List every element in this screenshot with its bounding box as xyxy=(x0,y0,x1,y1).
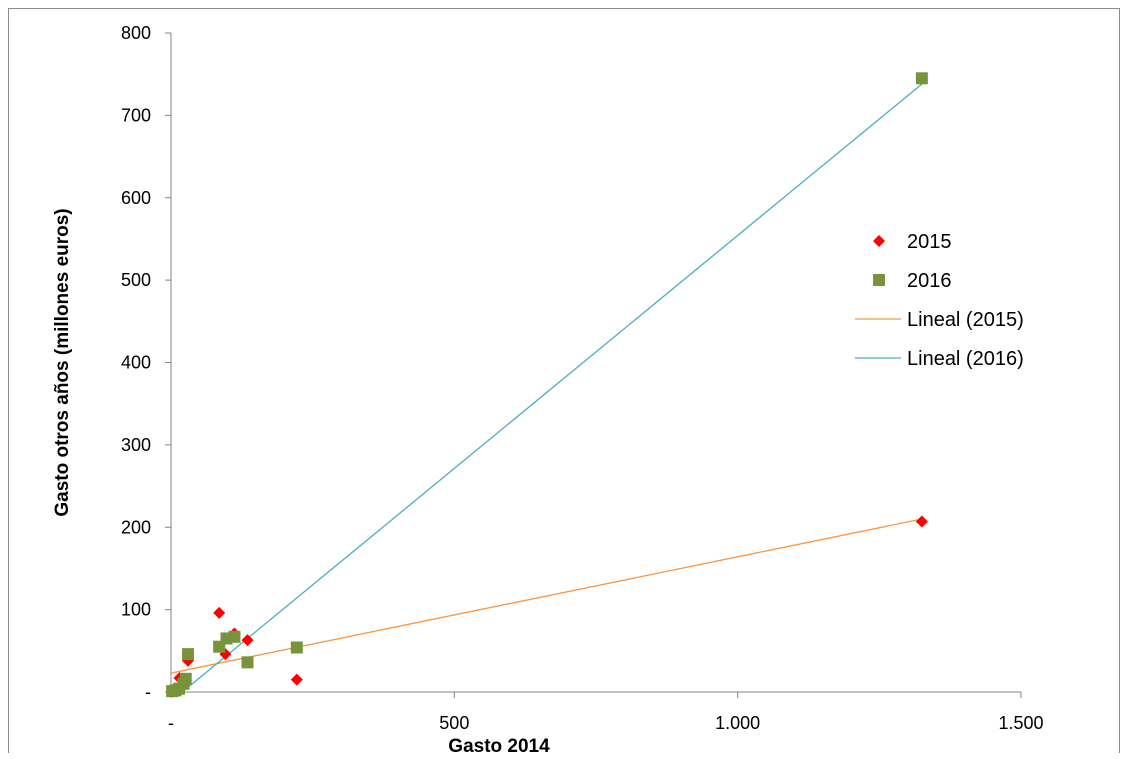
y-tick-label: 400 xyxy=(121,353,151,373)
y-tick-label: 600 xyxy=(121,188,151,208)
y-tick-label: 200 xyxy=(121,517,151,537)
data-point-2015 xyxy=(213,606,226,619)
y-tick-label: 700 xyxy=(121,105,151,125)
x-tick-label: 500 xyxy=(439,713,469,733)
trendline xyxy=(170,518,922,674)
data-point-2016 xyxy=(182,648,194,661)
legend: 2015 2016 Lineal (2015) Lineal (2016) xyxy=(855,231,1024,370)
tick-labels: - 100 200 300 400 500 600 700 800 - 500 1.000 1.500 xyxy=(121,23,1044,733)
data-point-2016 xyxy=(915,72,928,85)
data-point-2016 xyxy=(228,630,241,643)
y-tick-label: 300 xyxy=(121,435,151,455)
x-tick-label: 1.500 xyxy=(998,713,1043,733)
legend-marker xyxy=(873,235,885,247)
trendline xyxy=(181,83,923,693)
chart-area: -100 200 300 400 500 600 700 800-500 1.000 1.500 … xyxy=(8,8,1120,757)
data-point-2016 xyxy=(179,672,192,685)
y-tick-label: 500 xyxy=(121,270,151,290)
axes xyxy=(165,32,1022,698)
x-tick-label: - xyxy=(168,713,174,733)
data-point-2016 xyxy=(290,641,303,654)
legend-label: Lineal (2015) xyxy=(907,309,1024,331)
data-point-2015 xyxy=(290,673,303,686)
x-axis-title: Gasto 2014 xyxy=(448,736,550,754)
y-tick-label: 100 xyxy=(121,600,151,620)
data-point-2015 xyxy=(241,634,254,647)
y-axis-title: Gasto otros años (millones euros) xyxy=(52,208,73,516)
legend-label: 2016 xyxy=(907,270,952,292)
data-point-2015 xyxy=(915,515,928,528)
y-tick-label: - xyxy=(145,682,151,702)
legend-marker xyxy=(873,274,885,286)
data-points xyxy=(166,72,928,698)
legend-label: 2015 xyxy=(907,231,952,253)
data-point-2016 xyxy=(241,656,254,669)
y-tick-label: 800 xyxy=(121,23,151,43)
x-tick-label: 1.000 xyxy=(715,713,760,733)
legend-label: Lineal (2016) xyxy=(907,348,1024,370)
trendlines xyxy=(170,83,923,693)
